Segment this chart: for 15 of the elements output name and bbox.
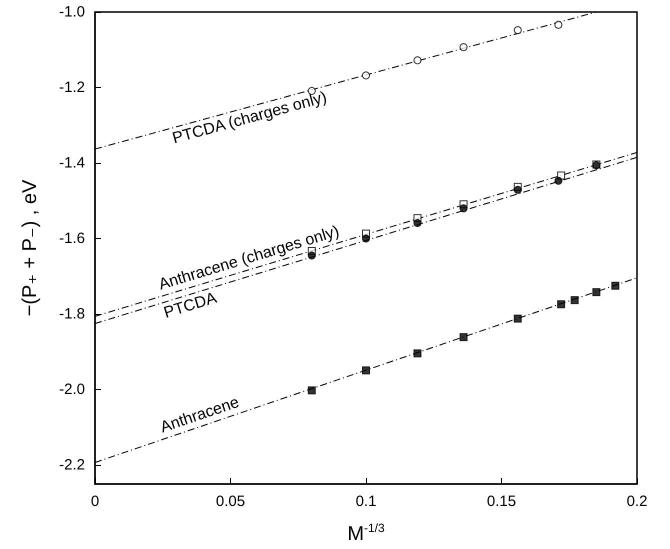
y-tick-label: -2.0 — [59, 381, 85, 398]
text: PTCDA (charges only) — [170, 88, 329, 148]
y-tick-label: -1.8 — [59, 306, 85, 323]
x-tick-label: 0 — [90, 493, 100, 510]
x-tick-label: 0.15 — [486, 493, 516, 510]
y-tick-label: -1.4 — [59, 154, 85, 172]
x-tick-label: 0.2 — [626, 493, 648, 510]
x-tick-label: 0.1 — [356, 493, 376, 510]
text: PTCDA — [162, 290, 220, 322]
y-tick-label: -1.6 — [59, 230, 85, 248]
y-axis-title: −(P₊ + P₋) , eV — [19, 178, 41, 316]
x-tick-label: 0.05 — [216, 493, 246, 510]
y-tick-label: -2.2 — [59, 456, 85, 474]
y-tick-label: -1.0 — [59, 4, 85, 20]
y-tick-label: -1.2 — [59, 79, 85, 96]
